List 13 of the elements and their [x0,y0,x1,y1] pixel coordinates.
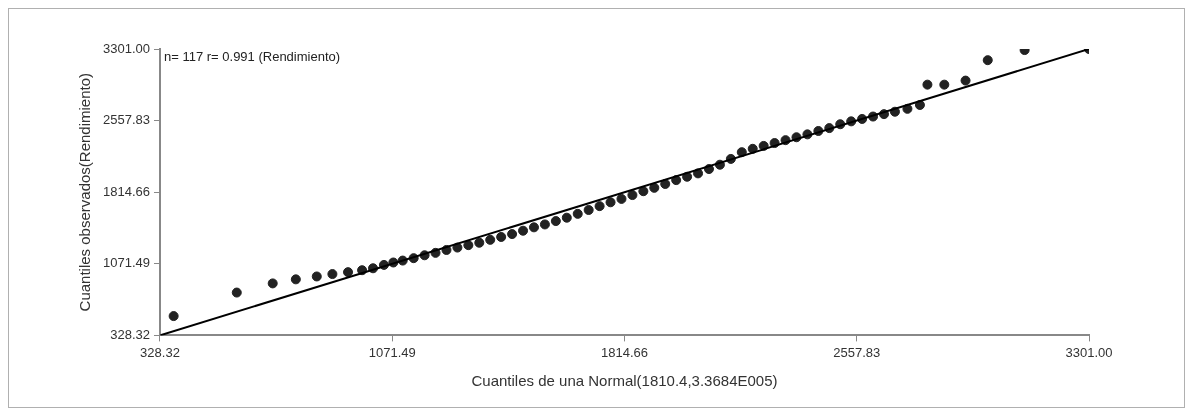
y-tick-label: 3301.00 [102,40,150,56]
y-tick-label: 328.32 [110,326,150,342]
y-axis-title: Cuantiles observados(Rendimiento) [76,72,94,312]
x-tick-label: 328.32 [140,344,180,360]
x-tick-label: 1071.49 [368,344,416,360]
annotation: n= 117 r= 0.991 (Rendimiento) [163,49,341,65]
y-tick-label: 2557.83 [102,112,150,128]
x-tick-label: 2557.83 [833,344,881,360]
x-tick-label: 1814.66 [601,344,648,360]
x-axis-title: Cuantiles de una Normal(1810.4,3.3684E005) [471,372,778,390]
y-tick-label: 1071.49 [102,255,150,271]
x-tick-label: 3301.00 [1065,344,1113,360]
y-tick-label: 1814.66 [102,183,150,199]
